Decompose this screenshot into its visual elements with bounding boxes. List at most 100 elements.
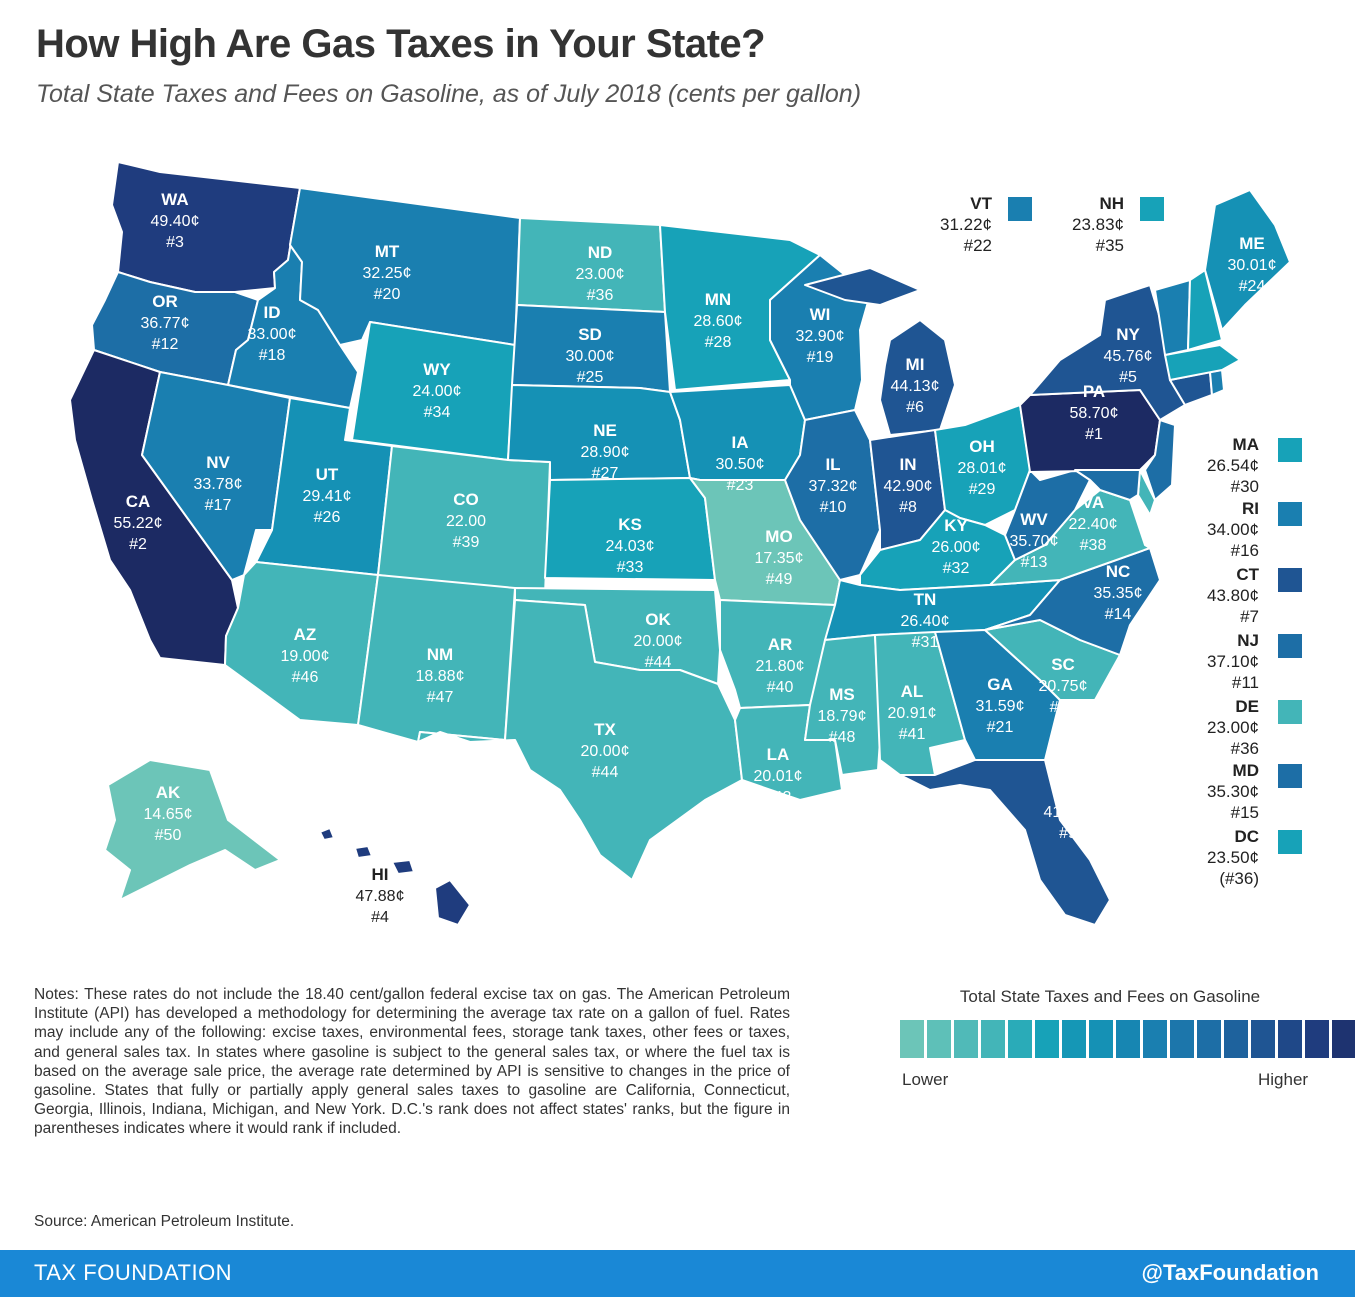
callout-DC: DC 23.50¢ (#36) xyxy=(1185,826,1259,889)
legend-cell xyxy=(1062,1020,1086,1058)
label-AZ-abbr: AZ xyxy=(294,625,317,644)
legend-low-label: Lower xyxy=(902,1070,949,1089)
label-AK-rank: #50 xyxy=(155,827,182,844)
label-MT: MT 32.25¢ #20 xyxy=(363,242,412,303)
state-NH[interactable] xyxy=(1187,269,1223,351)
label-VA-rank: #38 xyxy=(1080,537,1107,554)
label-MN-abbr: MN xyxy=(705,290,731,309)
state-ME[interactable] xyxy=(1204,189,1291,331)
legend-color-scale xyxy=(900,1020,1355,1058)
state-FL[interactable] xyxy=(899,759,1111,926)
label-VA-abbr: VA xyxy=(1082,493,1104,512)
state-WA[interactable] xyxy=(111,161,301,293)
label-FL-rate: 41.36¢ xyxy=(1044,804,1093,821)
label-KY-abbr: KY xyxy=(944,516,968,535)
label-WI-abbr: WI xyxy=(810,305,831,324)
label-AZ-rank: #46 xyxy=(292,669,319,686)
label-UT-abbr: UT xyxy=(316,465,339,484)
label-FL: FL 41.36¢ #9 xyxy=(1044,781,1093,842)
label-CA: CA 55.22¢ #2 xyxy=(114,492,163,553)
label-IN-rate: 42.90¢ xyxy=(884,478,933,495)
legend-cell xyxy=(1224,1020,1248,1058)
label-WI: WI 32.90¢ #19 xyxy=(796,305,845,366)
label-MO-rank: #49 xyxy=(766,571,793,588)
legend-cell xyxy=(1116,1020,1140,1058)
label-MO-abbr: MO xyxy=(765,527,792,546)
swatch-DE xyxy=(1278,700,1302,724)
label-ND-rank: #36 xyxy=(587,287,614,304)
label-ME-abbr: ME xyxy=(1239,234,1265,253)
label-CA-rate: 55.22¢ xyxy=(114,515,163,532)
legend-cell xyxy=(1089,1020,1113,1058)
label-NE: NE 28.90¢ #27 xyxy=(581,421,630,482)
label-IN: IN 42.90¢ #8 xyxy=(884,455,933,516)
label-SC-abbr: SC xyxy=(1051,655,1075,674)
legend-cell xyxy=(1332,1020,1355,1058)
label-NE-rate: 28.90¢ xyxy=(581,444,630,461)
label-MT-abbr: MT xyxy=(375,242,400,261)
callout-MA-abbr: MA xyxy=(1232,435,1259,454)
label-SC-rank: #42 xyxy=(1050,699,1077,716)
label-OR-abbr: OR xyxy=(152,292,178,311)
callout-NJ: NJ 37.10¢ #11 xyxy=(1185,630,1259,693)
callout-RI-abbr: RI xyxy=(1242,499,1259,518)
label-ID-abbr: ID xyxy=(264,303,281,322)
callout-DC-abbr: DC xyxy=(1234,827,1259,846)
swatch-NH xyxy=(1140,197,1164,221)
state-MD[interactable] xyxy=(1074,469,1141,501)
label-AK: AK 14.65¢ #50 xyxy=(144,783,193,844)
label-CA-rank: #2 xyxy=(129,536,147,553)
label-IA-rate: 30.50¢ xyxy=(716,456,765,473)
state-AK[interactable] xyxy=(104,759,281,901)
legend-cell xyxy=(981,1020,1005,1058)
legend-cell xyxy=(1143,1020,1167,1058)
label-UT-rate: 29.41¢ xyxy=(303,488,352,505)
label-TN-abbr: TN xyxy=(914,590,937,609)
label-AR-rate: 21.80¢ xyxy=(756,658,805,675)
callout-NH-abbr: NH xyxy=(1099,194,1124,213)
label-PA-rate: 58.70¢ xyxy=(1070,405,1119,422)
state-NV[interactable] xyxy=(141,371,291,581)
label-ND: ND 23.00¢ #36 xyxy=(576,243,625,304)
label-MS-rank: #48 xyxy=(829,729,856,746)
callout-VT-rate: 31.22¢ xyxy=(940,215,992,234)
footer-brand: TAX FOUNDATION xyxy=(34,1260,233,1285)
callout-MD-rank: #15 xyxy=(1230,803,1259,822)
label-CA-abbr: CA xyxy=(126,492,151,511)
label-OH-rate: 28.01¢ xyxy=(958,460,1007,477)
callout-DE-rank: #36 xyxy=(1230,739,1259,758)
state-HI[interactable] xyxy=(319,827,471,926)
legend-high-label: Higher xyxy=(1258,1070,1309,1089)
label-VA: VA 22.40¢ #38 xyxy=(1069,493,1118,554)
footer-bar: TAX FOUNDATION @TaxFoundation xyxy=(0,1250,1355,1297)
state-RI[interactable] xyxy=(1209,369,1225,396)
state-MA[interactable] xyxy=(1164,344,1241,381)
label-KY: KY 26.00¢ #32 xyxy=(932,516,981,577)
legend-cell xyxy=(954,1020,978,1058)
callout-DE: DE 23.00¢ #36 xyxy=(1185,696,1259,759)
label-NC: NC 35.35¢ #14 xyxy=(1094,562,1143,623)
label-SD-rank: #25 xyxy=(577,369,604,386)
label-IL-abbr: IL xyxy=(825,455,840,474)
callout-NJ-abbr: NJ xyxy=(1237,631,1259,650)
label-AZ: AZ 19.00¢ #46 xyxy=(281,625,330,686)
label-OH-rank: #29 xyxy=(969,481,996,498)
label-MI-rank: #6 xyxy=(906,399,924,416)
swatch-NJ xyxy=(1278,634,1302,658)
label-AK-rate: 14.65¢ xyxy=(144,806,193,823)
callout-RI: RI 34.00¢ #16 xyxy=(1185,498,1259,561)
legend-cell xyxy=(1197,1020,1221,1058)
label-WA-abbr: WA xyxy=(161,190,188,209)
label-OK-rate: 20.00¢ xyxy=(634,633,683,650)
label-HI-abbr: HI xyxy=(372,865,389,884)
state-TX[interactable] xyxy=(417,599,743,881)
legend-cell xyxy=(1278,1020,1302,1058)
footer-handle[interactable]: @TaxFoundation xyxy=(1141,1260,1319,1285)
label-NY-rank: #5 xyxy=(1119,369,1137,386)
state-IL[interactable] xyxy=(784,409,881,581)
notes-text: Notes: These rates do not include the 18… xyxy=(34,986,790,1138)
label-AR: AR 21.80¢ #40 xyxy=(756,635,805,696)
label-WV: WV 35.70¢ #13 xyxy=(1010,510,1059,571)
label-IA-rank: #23 xyxy=(727,477,754,494)
label-VA-rate: 22.40¢ xyxy=(1069,516,1118,533)
